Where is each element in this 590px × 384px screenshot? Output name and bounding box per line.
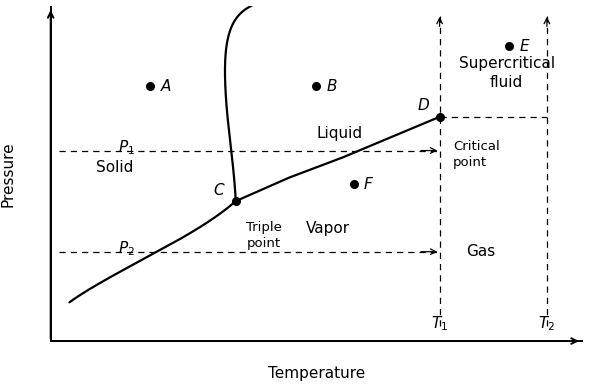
Text: Temperature: Temperature <box>268 366 365 381</box>
Text: $C$: $C$ <box>214 182 226 198</box>
Text: $F$: $F$ <box>363 176 375 192</box>
Text: $T_2$: $T_2$ <box>539 314 555 333</box>
Text: $P_1$: $P_1$ <box>118 138 135 157</box>
Text: $E$: $E$ <box>519 38 530 54</box>
Text: $A$: $A$ <box>159 78 172 94</box>
Text: Critical
point: Critical point <box>453 141 500 169</box>
Text: Pressure: Pressure <box>1 141 16 207</box>
Text: Supercritical
fluid: Supercritical fluid <box>458 56 555 90</box>
Text: Gas: Gas <box>467 244 496 259</box>
Text: $D$: $D$ <box>417 98 430 113</box>
Text: Solid: Solid <box>96 160 134 175</box>
Text: Liquid: Liquid <box>316 126 362 141</box>
Text: $T_1$: $T_1$ <box>431 314 448 333</box>
Text: $B$: $B$ <box>326 78 337 94</box>
Text: Vapor: Vapor <box>306 220 350 236</box>
Text: Triple
point: Triple point <box>247 221 283 250</box>
Text: $P_2$: $P_2$ <box>118 239 135 258</box>
